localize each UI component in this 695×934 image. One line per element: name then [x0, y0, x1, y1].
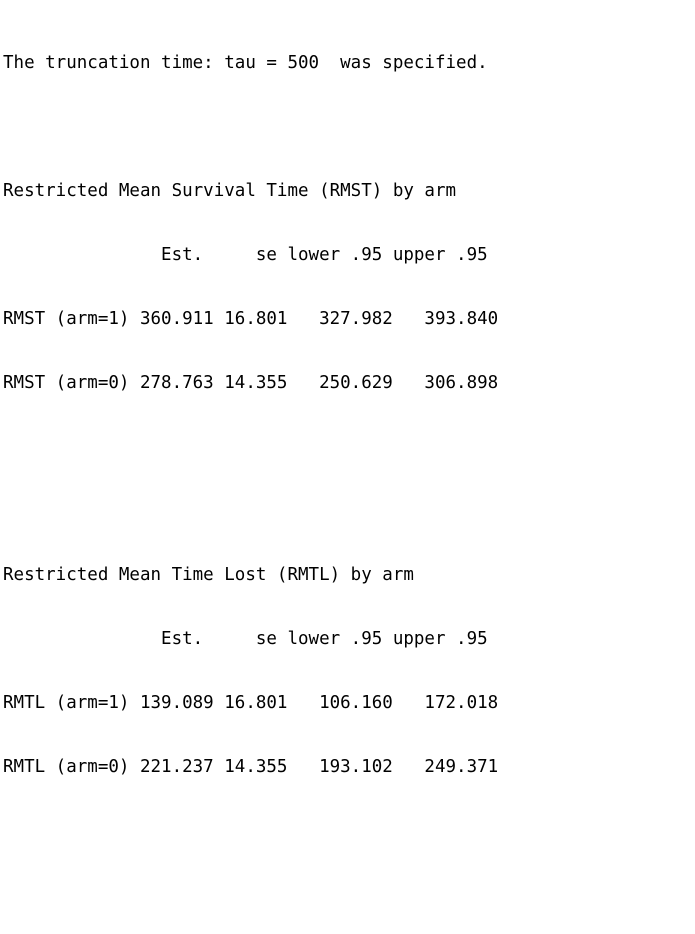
rmst-table-header: Est. se lower .95 upper .95	[3, 245, 488, 265]
blank-line	[3, 435, 691, 459]
rmst-row-arm0: RMST (arm=0) 278.763 14.355 250.629 306.…	[3, 373, 499, 393]
rmst-section-title: Restricted Mean Survival Time (RMST) by …	[3, 181, 457, 201]
blank-line	[3, 819, 691, 843]
blank-line	[3, 115, 691, 139]
truncation-message: The truncation time: tau = 500 was speci…	[3, 53, 488, 73]
rmst-row-arm1: RMST (arm=1) 360.911 16.801 327.982 393.…	[3, 309, 499, 329]
rmtl-table-header: Est. se lower .95 upper .95	[3, 629, 488, 649]
rmtl-row-arm0: RMTL (arm=0) 221.237 14.355 193.102 249.…	[3, 757, 499, 777]
rmtl-row-arm1: RMTL (arm=1) 139.089 16.801 106.160 172.…	[3, 693, 499, 713]
console-output: The truncation time: tau = 500 was speci…	[3, 11, 691, 934]
rmtl-section-title: Restricted Mean Time Lost (RMTL) by arm	[3, 565, 414, 585]
blank-line	[3, 499, 691, 523]
blank-line	[3, 883, 691, 907]
